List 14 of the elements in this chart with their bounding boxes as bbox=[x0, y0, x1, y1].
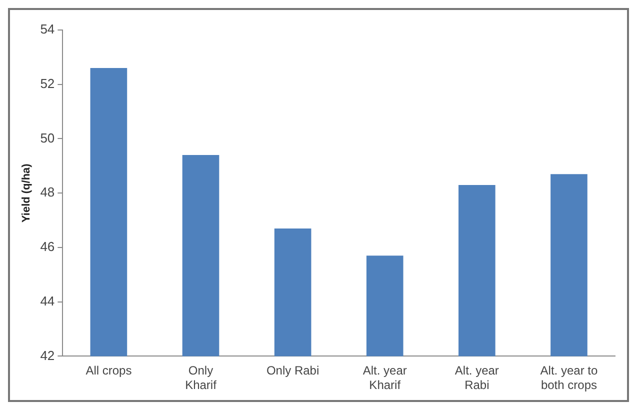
y-tick-label: 44 bbox=[40, 293, 55, 308]
x-tick-label: Only Kharif bbox=[185, 364, 218, 392]
y-tick-label: 42 bbox=[40, 348, 55, 363]
y-tick-label: 52 bbox=[40, 76, 55, 91]
y-axis-title: Yield (q/ha) bbox=[20, 163, 33, 223]
x-tick-label: Alt. year Kharif bbox=[362, 364, 407, 392]
y-tick-label: 48 bbox=[40, 184, 55, 200]
y-tick-label: 54 bbox=[40, 22, 55, 37]
x-tick-label: All crops bbox=[86, 364, 132, 378]
y-tick-label: 46 bbox=[40, 239, 55, 254]
x-tick-label: Alt. year Rabi bbox=[454, 364, 499, 392]
x-tick-label: Alt. year to both crops bbox=[540, 364, 598, 392]
y-tick-label: 50 bbox=[40, 130, 55, 146]
x-tick-label: Only Rabi bbox=[266, 364, 320, 378]
